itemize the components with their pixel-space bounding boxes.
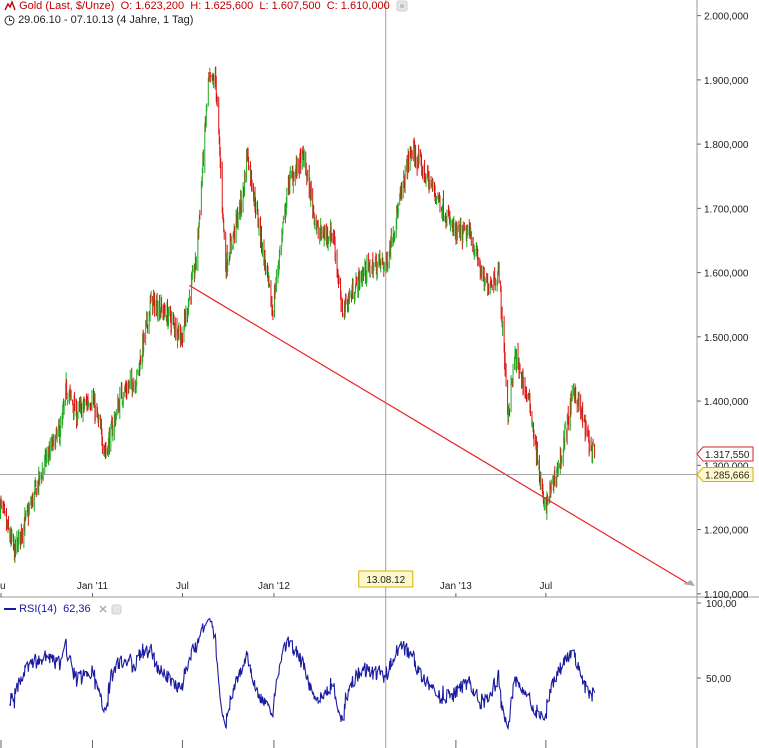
crosshair-date-box xyxy=(358,570,414,588)
y-tick-label: 1.100,000 xyxy=(704,590,749,601)
gold-instrument-icon xyxy=(4,0,16,11)
y-tick-label: 1.400,000 xyxy=(704,397,749,408)
rsi-legend-swatch xyxy=(4,608,16,611)
date-range-text: 29.06.10 - 07.10.13 (4 Jahre, 1 Tag) xyxy=(18,14,194,26)
rsi-label: RSI(14) xyxy=(19,603,57,615)
y-tick-label: 1.700,000 xyxy=(704,204,749,215)
instrument-title: Gold (Last, $/Unze) xyxy=(19,0,115,12)
y-tick-label: 2.000,000 xyxy=(704,12,749,23)
last-price-label: 1.317,550 xyxy=(705,450,750,461)
y-tick-label: 1.600,000 xyxy=(704,269,749,280)
close-value: C: 1.610,000 xyxy=(326,0,390,12)
y-tick-label: 1.300,000 xyxy=(704,461,749,472)
y-tick-label: 1.800,000 xyxy=(704,140,749,151)
crosshair-price-label: 1.285,666 xyxy=(705,471,750,482)
crosshair-price-label-box xyxy=(696,467,754,483)
y-tick-label: 1.900,000 xyxy=(704,76,749,87)
rsi-tick-label: 100,00 xyxy=(706,599,737,610)
date-range: 29.06.10 - 07.10.13 (4 Jahre, 1 Tag) xyxy=(4,14,193,26)
x-tick-label: Jan '13 xyxy=(440,581,472,592)
open-value: O: 1.623,200 xyxy=(120,0,185,12)
x-tick-label: Jul xyxy=(539,581,552,592)
y-tick-label: 1.200,000 xyxy=(704,526,749,537)
x-tick-label: Jul xyxy=(176,581,189,592)
low-value: L: 1.607,500 xyxy=(259,0,321,12)
high-value: H: 1.625,600 xyxy=(190,0,254,12)
settings-icon[interactable] xyxy=(396,0,408,12)
x-tick-label: Jan '11 xyxy=(77,581,109,592)
trendline-handle-icon[interactable] xyxy=(683,580,696,587)
rsi-line xyxy=(9,617,596,731)
last-price-label-box xyxy=(696,446,754,462)
rsi-header: RSI(14) 62,36 xyxy=(4,603,122,615)
rsi-value: 62,36 xyxy=(63,603,91,615)
rsi-tick-label: 50,00 xyxy=(706,674,731,685)
close-icon[interactable] xyxy=(98,604,108,614)
trendline xyxy=(189,284,690,585)
y-tick-label: 1.500,000 xyxy=(704,333,749,344)
clock-icon xyxy=(4,15,15,26)
x-tick-label: u xyxy=(0,581,6,592)
crosshair-date-label: 13.08.12 xyxy=(366,575,405,586)
chart-header: Gold (Last, $/Unze) O: 1.623,200 H: 1.62… xyxy=(4,0,408,12)
settings-icon[interactable] xyxy=(111,604,122,615)
x-tick-label: Jan '12 xyxy=(258,581,290,592)
